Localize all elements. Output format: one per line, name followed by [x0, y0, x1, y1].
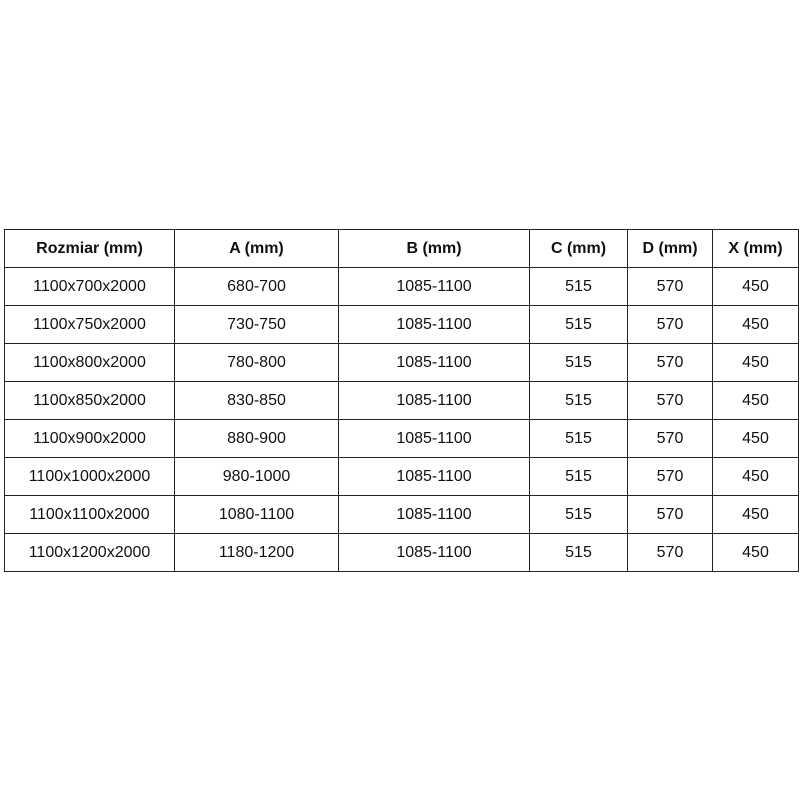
table-cell: 570 [627, 381, 713, 420]
table-cell: 980-1000 [174, 457, 339, 496]
table-cell: 515 [529, 419, 628, 458]
table-row: 1100x900x2000 880-900 1085-1100 515 570 450 [4, 419, 799, 458]
table-cell: 1085-1100 [338, 533, 530, 572]
table-cell: 570 [627, 419, 713, 458]
table-cell: 1100x900x2000 [4, 419, 175, 458]
table-cell: 450 [712, 457, 799, 496]
table-cell: 1100x700x2000 [4, 267, 175, 306]
table-cell: 1100x750x2000 [4, 305, 175, 344]
table-row: 1100x1000x2000 980-1000 1085-1100 515 570 450 [4, 457, 799, 496]
table-cell: 450 [712, 419, 799, 458]
column-header: C (mm) [529, 229, 628, 268]
table-cell: 1085-1100 [338, 343, 530, 382]
table-row: 1100x1100x2000 1080-1100 1085-1100 515 570 45… [4, 495, 799, 534]
table-cell: 570 [627, 305, 713, 344]
table-cell: 1100x1000x2000 [4, 457, 175, 496]
column-header: B (mm) [338, 229, 530, 268]
table-cell: 1085-1100 [338, 419, 530, 458]
table-cell: 830-850 [174, 381, 339, 420]
table-cell: 515 [529, 495, 628, 534]
table-row: 1100x1200x2000 1180-1200 1085-1100 515 570 45… [4, 533, 799, 572]
table-cell: 515 [529, 305, 628, 344]
table-cell: 1180-1200 [174, 533, 339, 572]
column-header: A (mm) [174, 229, 339, 268]
table-cell: 780-800 [174, 343, 339, 382]
table-cell: 570 [627, 267, 713, 306]
dimensions-table: Rozmiar (mm) A (mm) B (mm) C (mm) D (mm) X (m… [4, 229, 799, 572]
column-header: X (mm) [712, 229, 799, 268]
column-header: D (mm) [627, 229, 713, 268]
table-cell: 450 [712, 381, 799, 420]
table-cell: 450 [712, 305, 799, 344]
table-cell: 515 [529, 267, 628, 306]
table-cell: 450 [712, 343, 799, 382]
table-cell: 515 [529, 343, 628, 382]
table-cell: 880-900 [174, 419, 339, 458]
table-cell: 570 [627, 533, 713, 572]
table-row: 1100x750x2000 730-750 1085-1100 515 570 450 [4, 305, 799, 344]
table-cell: 570 [627, 495, 713, 534]
table-cell: 1100x850x2000 [4, 381, 175, 420]
table-row: 1100x700x2000 680-700 1085-1100 515 570 450 [4, 267, 799, 306]
table-cell: 1085-1100 [338, 495, 530, 534]
table-row: 1100x800x2000 780-800 1085-1100 515 570 450 [4, 343, 799, 382]
table-cell: 1085-1100 [338, 267, 530, 306]
table-cell: 570 [627, 343, 713, 382]
column-header: Rozmiar (mm) [4, 229, 175, 268]
table-cell: 450 [712, 267, 799, 306]
table-cell: 450 [712, 533, 799, 572]
table-cell: 515 [529, 381, 628, 420]
table-cell: 1100x1100x2000 [4, 495, 175, 534]
table-cell: 1080-1100 [174, 495, 339, 534]
table-cell: 1100x1200x2000 [4, 533, 175, 572]
table-cell: 450 [712, 495, 799, 534]
table-cell: 1085-1100 [338, 305, 530, 344]
table-cell: 730-750 [174, 305, 339, 344]
table-cell: 515 [529, 457, 628, 496]
table-cell: 1100x800x2000 [4, 343, 175, 382]
table-cell: 515 [529, 533, 628, 572]
table-cell: 1085-1100 [338, 457, 530, 496]
table-cell: 1085-1100 [338, 381, 530, 420]
table-cell: 570 [627, 457, 713, 496]
table-row: 1100x850x2000 830-850 1085-1100 515 570 450 [4, 381, 799, 420]
table-header-row: Rozmiar (mm) A (mm) B (mm) C (mm) D (mm) X (m… [4, 229, 799, 268]
table-cell: 680-700 [174, 267, 339, 306]
